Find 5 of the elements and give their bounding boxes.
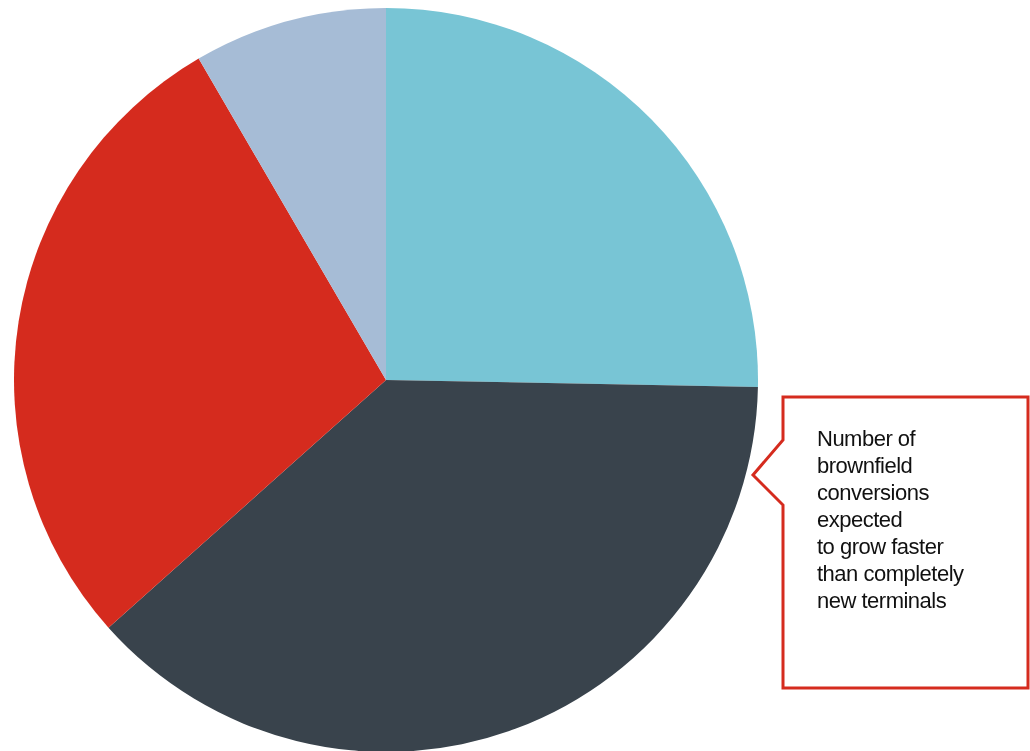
pie-slice <box>198 8 386 380</box>
text: Number of brownfield conversions expected to grow faster than completely new terminals <box>817 426 965 613</box>
pie-slice <box>14 58 386 628</box>
pie-slice <box>108 380 758 751</box>
pie-slice <box>386 8 758 388</box>
